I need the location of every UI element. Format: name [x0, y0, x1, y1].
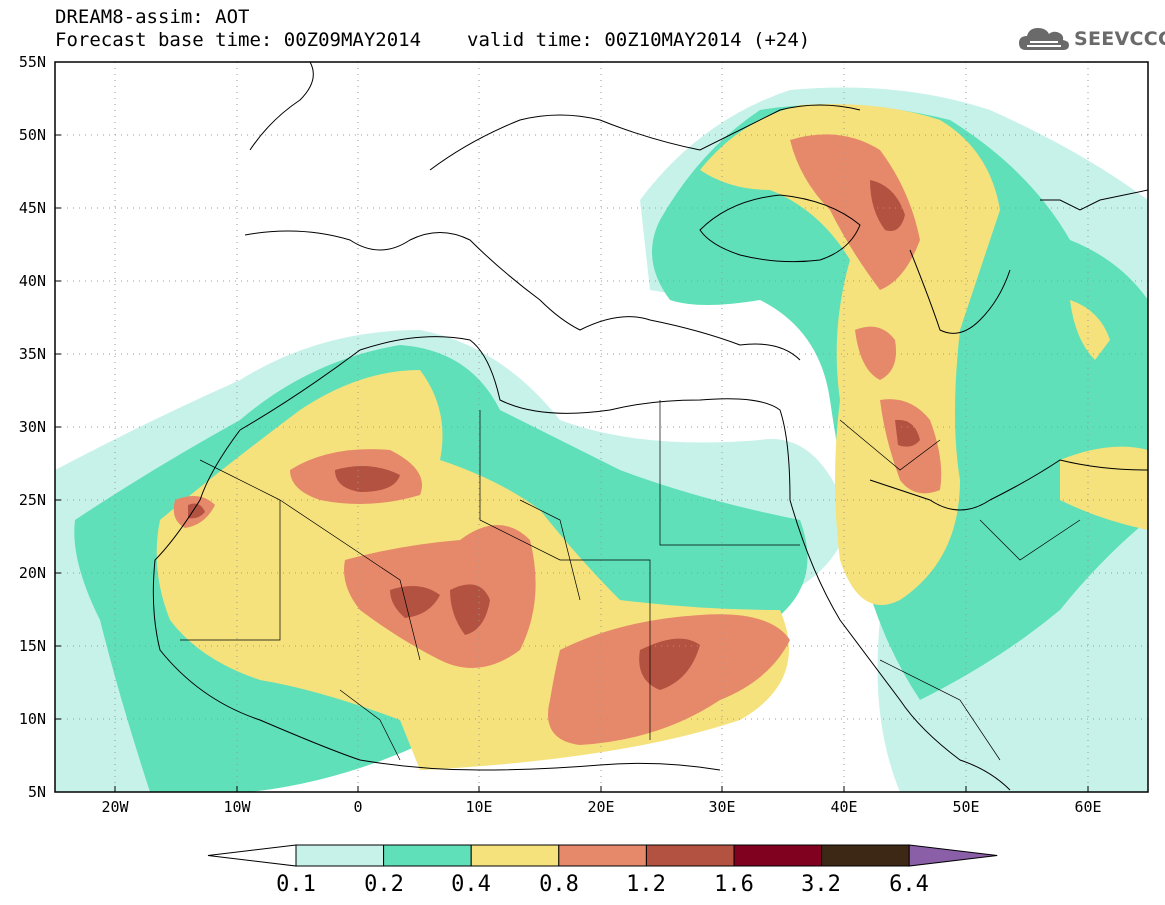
colorbar-segment [383, 844, 472, 867]
colorbar-label: 0.8 [539, 872, 579, 897]
colorbar-label: 3.2 [801, 872, 841, 897]
borders [180, 400, 1081, 761]
y-tick-label: 20N [19, 564, 46, 582]
colorbar-segment [470, 844, 560, 867]
y-tick-label: 35N [19, 345, 46, 363]
colorbar-label: 0.4 [451, 872, 491, 897]
base-time: Forecast base time: 00Z09MAY2014 [55, 29, 422, 51]
y-tick-label: 45N [19, 199, 46, 217]
y-tick-label: 5N [28, 783, 46, 801]
x-tick-label: 40E [830, 798, 857, 816]
colorbar-label: 1.2 [626, 872, 666, 897]
y-tick-label: 55N [19, 53, 46, 71]
colorbar-label: 0.1 [276, 872, 316, 897]
chart-title: DREAM8-assim: AOT [55, 6, 250, 28]
seevccc-logo: SEEVCCC [1018, 24, 1165, 54]
graticule [55, 62, 1148, 792]
colorbar-segment [733, 844, 823, 867]
coastlines [152, 62, 1148, 791]
colorbar [207, 844, 998, 867]
colorbar-segment [821, 844, 910, 867]
y-tick-label: 15N [19, 637, 46, 655]
cloud-icon [1019, 28, 1069, 50]
y-axis-labels: 55N 50N 45N 40N 35N 30N 25N 20N 15N 10N … [19, 53, 46, 801]
x-tick-label: 0 [353, 798, 362, 816]
x-tick-label: 20W [101, 798, 129, 816]
colorbar-segment [295, 844, 385, 867]
colorbar-segment [558, 844, 647, 867]
y-tick-label: 30N [19, 418, 46, 436]
y-tick-label: 40N [19, 272, 46, 290]
colorbar-label: 1.6 [714, 872, 754, 897]
logo-text: SEEVCCC [1074, 28, 1165, 50]
y-tick-label: 25N [19, 491, 46, 509]
colorbar-label: 6.4 [889, 872, 929, 897]
y-tick-label: 10N [19, 710, 46, 728]
x-tick-label: 20E [587, 798, 614, 816]
aot-level-0.8 [173, 134, 942, 745]
x-tick-label: 30E [708, 798, 735, 816]
colorbar-segment [645, 844, 735, 867]
x-axis-labels: 20W 10W 0 10E 20E 30E 40E 50E 60E [101, 798, 1101, 816]
x-tick-label: 60E [1074, 798, 1101, 816]
colorbar-under-triangle [207, 844, 297, 867]
colorbar-label: 0.2 [364, 872, 404, 897]
aot-field [55, 62, 1148, 792]
x-tick-label: 10E [465, 798, 492, 816]
colorbar-over-triangle [908, 844, 998, 867]
x-tick-label: 50E [952, 798, 979, 816]
x-tick-label: 10W [223, 798, 251, 816]
valid-time: valid time: 00Z10MAY2014 (+24) [467, 29, 811, 51]
y-tick-label: 50N [19, 126, 46, 144]
time-info: Forecast base time: 00Z09MAY2014 valid ti… [55, 29, 810, 51]
tick-marks [55, 134, 1089, 792]
